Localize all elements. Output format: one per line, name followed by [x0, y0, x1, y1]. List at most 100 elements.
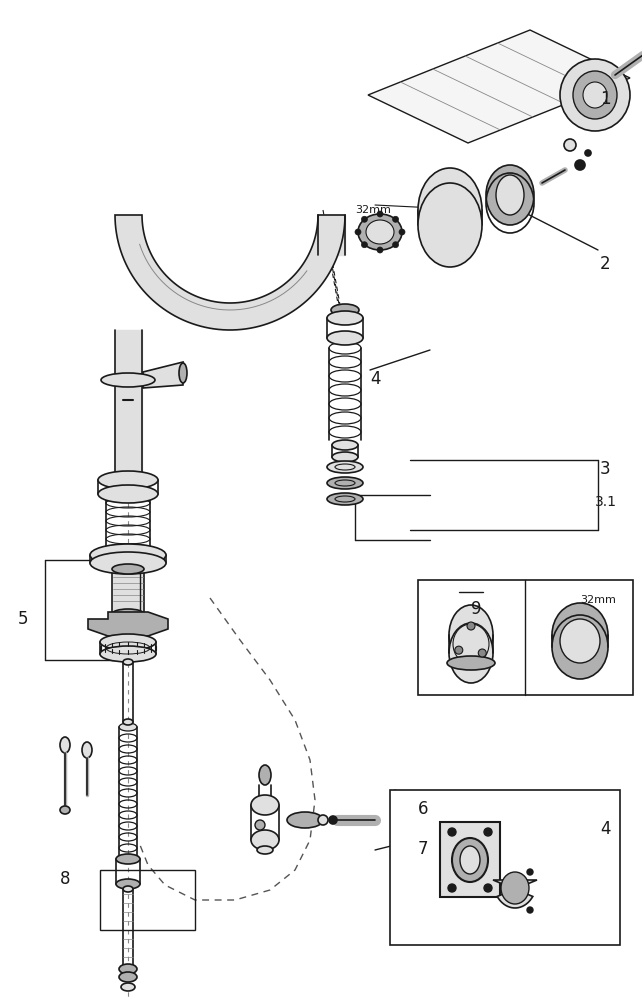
Ellipse shape	[399, 229, 405, 235]
Bar	[112, 569, 144, 614]
Ellipse shape	[467, 622, 475, 630]
Text: 7: 7	[418, 840, 428, 858]
Ellipse shape	[98, 471, 158, 489]
Text: 8: 8	[60, 870, 71, 888]
Text: 5: 5	[18, 610, 28, 628]
Ellipse shape	[496, 175, 524, 215]
Ellipse shape	[418, 183, 482, 267]
Ellipse shape	[100, 646, 156, 662]
Ellipse shape	[259, 765, 271, 785]
Ellipse shape	[418, 168, 482, 252]
Ellipse shape	[112, 564, 144, 574]
Text: 6: 6	[418, 800, 428, 818]
Text: 1: 1	[600, 90, 611, 108]
Ellipse shape	[452, 838, 488, 882]
Text: 2: 2	[600, 255, 611, 273]
Text: 32mm: 32mm	[580, 595, 616, 605]
Ellipse shape	[377, 247, 383, 253]
Ellipse shape	[585, 150, 591, 156]
Ellipse shape	[90, 544, 166, 566]
Ellipse shape	[392, 216, 399, 222]
Ellipse shape	[251, 795, 279, 815]
Ellipse shape	[123, 719, 133, 725]
Ellipse shape	[575, 160, 585, 170]
Ellipse shape	[484, 828, 492, 836]
Ellipse shape	[116, 879, 140, 889]
Ellipse shape	[327, 331, 363, 345]
Ellipse shape	[478, 649, 486, 657]
Ellipse shape	[361, 216, 367, 222]
Ellipse shape	[573, 71, 617, 119]
Ellipse shape	[116, 854, 140, 864]
Ellipse shape	[121, 983, 135, 991]
Ellipse shape	[449, 605, 493, 665]
Ellipse shape	[447, 656, 495, 670]
Ellipse shape	[527, 907, 533, 913]
Ellipse shape	[564, 139, 576, 151]
Ellipse shape	[486, 165, 534, 225]
Bar	[100, 870, 195, 930]
Ellipse shape	[101, 373, 155, 387]
Ellipse shape	[501, 872, 529, 904]
Ellipse shape	[392, 242, 399, 248]
Ellipse shape	[448, 884, 456, 892]
Bar	[418, 580, 633, 695]
Text: 4: 4	[370, 370, 381, 388]
Ellipse shape	[60, 737, 70, 753]
Ellipse shape	[259, 796, 271, 804]
Text: 3.1: 3.1	[595, 495, 617, 509]
Ellipse shape	[123, 886, 133, 892]
Ellipse shape	[98, 485, 158, 503]
Ellipse shape	[552, 615, 608, 679]
Polygon shape	[143, 362, 183, 388]
Ellipse shape	[100, 634, 156, 650]
Ellipse shape	[82, 742, 92, 758]
Ellipse shape	[106, 544, 150, 554]
Ellipse shape	[361, 242, 367, 248]
Ellipse shape	[119, 972, 137, 982]
Ellipse shape	[332, 452, 358, 462]
Ellipse shape	[366, 220, 394, 244]
Polygon shape	[493, 880, 537, 908]
Ellipse shape	[179, 363, 187, 383]
Ellipse shape	[377, 211, 383, 217]
Ellipse shape	[119, 964, 137, 974]
Ellipse shape	[123, 659, 133, 665]
Ellipse shape	[460, 846, 480, 874]
Polygon shape	[115, 215, 345, 330]
Polygon shape	[88, 612, 168, 636]
Ellipse shape	[119, 723, 137, 731]
Ellipse shape	[560, 59, 630, 131]
Ellipse shape	[106, 489, 150, 499]
Ellipse shape	[327, 477, 363, 489]
Ellipse shape	[60, 806, 70, 814]
Ellipse shape	[552, 603, 608, 667]
Ellipse shape	[90, 552, 166, 574]
Ellipse shape	[251, 830, 279, 850]
Bar	[390, 790, 620, 945]
Ellipse shape	[257, 846, 273, 854]
Ellipse shape	[358, 214, 402, 250]
Text: 4: 4	[600, 820, 611, 838]
Ellipse shape	[455, 646, 463, 654]
Ellipse shape	[327, 461, 363, 473]
Ellipse shape	[583, 82, 607, 108]
Polygon shape	[368, 30, 630, 143]
Text: 3: 3	[600, 460, 611, 478]
Text: 32mm: 32mm	[355, 205, 391, 215]
Ellipse shape	[287, 812, 323, 828]
Ellipse shape	[327, 493, 363, 505]
Ellipse shape	[327, 311, 363, 325]
Ellipse shape	[112, 609, 144, 619]
Ellipse shape	[527, 869, 533, 875]
Ellipse shape	[332, 440, 358, 450]
Ellipse shape	[355, 229, 361, 235]
Ellipse shape	[449, 623, 493, 683]
Text: 9: 9	[471, 600, 482, 618]
Bar	[440, 822, 500, 897]
Ellipse shape	[484, 884, 492, 892]
Ellipse shape	[331, 304, 359, 316]
Ellipse shape	[255, 820, 265, 830]
Ellipse shape	[318, 815, 328, 825]
Ellipse shape	[329, 816, 337, 824]
